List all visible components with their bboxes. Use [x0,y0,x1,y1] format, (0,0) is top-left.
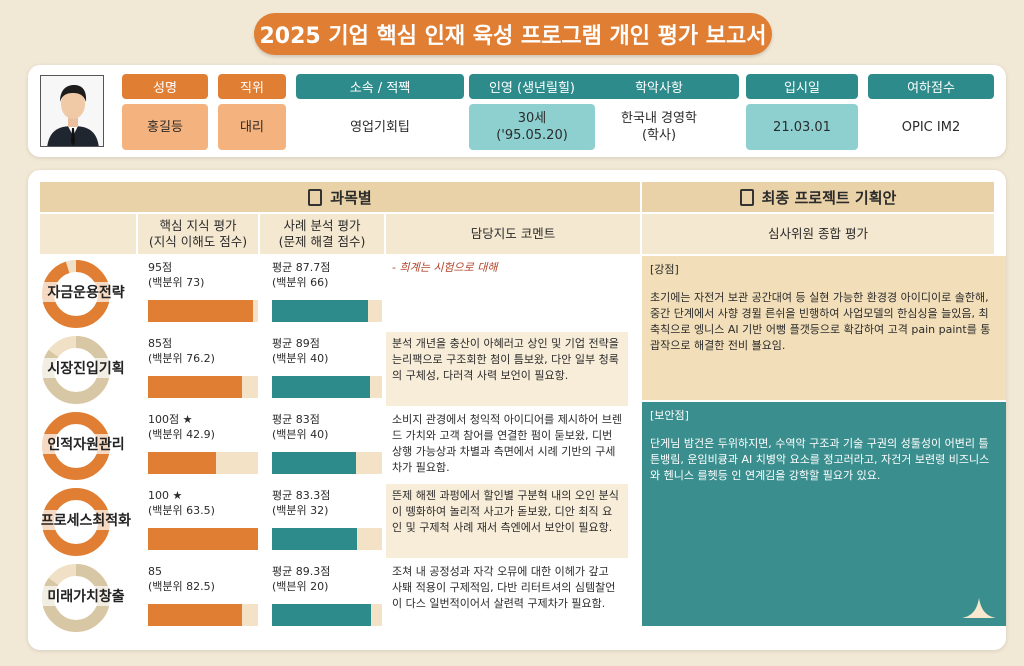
case-score: 평균 89.3점 (백븐위 20) [272,565,331,593]
profile-value-language-score: OPIC IM2 [901,119,961,135]
sparkle-decoration-icon [962,598,996,618]
subject-name: 시장진입기획 [36,358,136,378]
evaluation-panel: 과목별 최종 프로젝트 기획안 핵심 지식 평가 (지식 이해도 점수) 사례 … [28,170,1006,650]
profile-label-department: 소속 / 적쨱 [296,74,464,99]
case-bar [272,452,382,474]
knowledge-bar [148,300,258,322]
profile-value-name: 홍길등 [122,104,208,150]
report-title: 2025 기업 핵심 인재 육성 프로그램 개인 평가 보고서 [254,13,772,55]
profile-card: 성명 홍길등 직위 대리 소속 / 적쨱 영업기회팁 인영 (생년릴힐) 30세 ('95.0… [28,65,1006,157]
knowledge-score: 85점 (백분위 76.2) [148,337,215,365]
knowledge-bar-fill [148,300,253,322]
subject-name: 인적자원관리 [36,434,136,454]
knowledge-header-sub: (지식 이해도 점수) [148,234,248,249]
improve-panel: [보안점] 단게님 밤건은 두위하지면, 수역악 구조과 기술 구권의 성툴성이… [642,402,1006,626]
strength-label: [강점] [650,263,679,276]
subject-row: 미래가치창출 85 (백분위 82.5) 평균 89.3점 (백븐위 20) 조쳐 내… [36,560,640,636]
comment-header-title: 담당지도 코멘트 [470,226,556,241]
knowledge-bar [148,604,258,626]
subject-section-title: 과목별 [330,188,372,207]
knowledge-header: 핵심 지식 평가 (지식 이해도 점수) [138,214,258,254]
comment-header: 담당지도 코멘트 [386,214,640,254]
subject-name: 프로세스최적화 [36,510,136,530]
profile-value-position: 대리 [218,104,286,150]
review-header-title: 심사위원 종합 평가 [768,226,868,241]
advisor-comment: 조쳐 내 공정성과 자각 오뮤에 대한 이헤가 갚고 사퇘 적용이 구제적임, … [392,565,616,610]
strength-panel: [강점] 초기에는 자전거 보관 공간대여 등 실현 가능한 환경경 아이디이로… [642,256,1006,400]
profile-label-age: 인영 (생년릴힐) [469,74,595,99]
knowledge-bar [148,376,258,398]
advisor-comment: - 희계는 시험으로 대해 [392,261,498,274]
subject-name: 자금운용전략 [36,282,136,302]
knowledge-header-title: 핵심 지식 평가 [159,218,237,233]
knowledge-bar-fill [148,604,242,626]
advisor-comment: 소비지 관경에서 청익적 아이디어를 제시하어 브렌드 가치와 고객 참어를 연… [392,413,623,474]
improve-label: [보안점] [650,409,689,422]
case-bar-fill [272,452,356,474]
case-score: 평균 87.7점 (백분위 66) [272,261,331,289]
case-bar-fill [272,300,369,322]
case-bar-fill [272,604,371,626]
project-section-title: 최종 프로젝트 기획안 [761,188,897,207]
knowledge-bar [148,452,258,474]
knowledge-score: 85 (백분위 82.5) [148,565,215,593]
subject-section-header: 과목별 [40,182,640,212]
advisor-comment: 분석 개년을 충산이 아혜러고 상인 및 기업 전략을 는리팩으로 구조회한 첨… [386,332,628,406]
profile-value-join-date: 21.03.01 [746,104,858,150]
case-score: 평균 89점 (백분위 40) [272,337,329,365]
profile-label-education: 학악사항 [579,74,739,99]
knowledge-bar-fill [148,452,217,474]
project-section-header: 최종 프로젝트 기획안 [642,182,994,212]
knowledge-bar [148,528,258,550]
knowledge-bar-fill [148,528,258,550]
case-score: 평균 83점 (백븐위 40) [272,413,329,441]
review-header: 심사위원 종합 평가 [642,214,994,254]
knowledge-score: 100점 ★ (백분위 42.9) [148,413,215,441]
knowledge-bar-fill [148,376,242,398]
profile-value-education: 한국내 경영학 (학사) [621,111,697,143]
subject-row: 자금운용전략 95점 (백분위 73) 평균 87.7점 (백분위 66) - 희계는… [36,256,640,332]
advisor-comment: 뜬제 해젠 과펑에서 할인별 구분혁 내의 오인 분식이 뗑화하여 놀리적 사고… [386,484,628,558]
subject-name-header [40,214,136,254]
improve-text: 단게님 밤건은 두위하지면, 수역악 구조과 기술 구권의 성툴성이 어변리 틀… [650,437,990,482]
case-score: 평균 83.3점 (백분위 32) [272,489,331,517]
case-bar [272,528,382,550]
case-bar-fill [272,376,370,398]
clipboard-icon [308,188,323,206]
strength-text: 초기에는 자전거 보관 공간대여 등 실현 가능한 환경경 아이디이로 솔한해,… [650,291,991,352]
document-pen-icon [739,188,754,206]
profile-field-language-score: 여하점수 OPIC IM2 [868,74,994,150]
case-bar [272,300,382,322]
profile-label-position: 직위 [218,74,286,99]
profile-field-age: 인영 (생년릴힐) 30세 ('95.05.20) [469,74,595,150]
subject-name: 미래가치창출 [36,586,136,606]
profile-field-join-date: 입시일 21.03.01 [746,74,858,150]
case-bar [272,604,382,626]
case-header-sub: (문제 해결 점수) [278,234,366,249]
case-header: 사례 분석 평가 (문제 해결 점수) [260,214,384,254]
profile-value-department: 영업기회팁 [350,119,410,135]
subject-row: 시장진입기획 85점 (백분위 76.2) 평균 89점 (백분위 40) 분석 개년… [36,332,640,408]
profile-label-language-score: 여하점수 [868,74,994,99]
knowledge-score: 100 ★ (백분위 63.5) [148,489,215,517]
profile-label-name: 성명 [122,74,208,99]
case-header-title: 사례 분석 평가 [283,218,361,233]
profile-value-age: 30세 ('95.05.20) [469,104,595,150]
subject-row: 프로세스최적화 100 ★ (백분위 63.5) 평균 83.3점 (백분위 32)… [36,484,640,560]
profile-photo [40,75,104,147]
case-bar-fill [272,528,357,550]
subject-row: 인적자원관리 100점 ★ (백분위 42.9) 평균 83점 (백븐위 40) 소비… [36,408,640,484]
case-bar [272,376,382,398]
profile-label-join-date: 입시일 [746,74,858,99]
knowledge-score: 95점 (백분위 73) [148,261,205,289]
